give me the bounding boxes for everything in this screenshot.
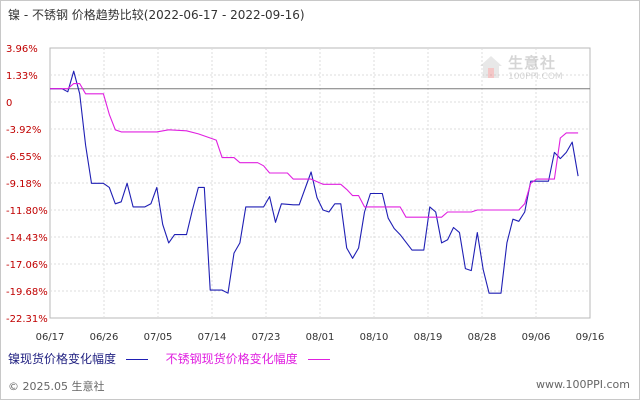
legend-swatch-nickel [125, 359, 148, 360]
chart-legend: 镍现货价格变化幅度 不锈钢现货价格变化幅度 [8, 350, 344, 367]
footer-site-link[interactable]: www.100PPI.com [536, 378, 630, 391]
x-axis-tick-labels: 06/17 06/26 07/05 07/14 07/23 08/01 08/10 08/19… [36, 332, 605, 343]
y-tick-label: -22.31% [6, 314, 48, 325]
y-tick-label: -11.80% [6, 206, 48, 217]
legend-item-nickel: 镍现货价格变化幅度 [8, 350, 148, 367]
y-tick-label: -17.06% [6, 260, 48, 271]
y-tick-label: -9.18% [6, 179, 41, 190]
x-tick-label: 07/23 [252, 332, 281, 343]
x-tick-label: 07/05 [144, 332, 173, 343]
y-tick-label: -19.68% [6, 287, 48, 298]
x-tick-label: 08/28 [468, 332, 497, 343]
x-tick-label: 08/01 [306, 332, 335, 343]
y-tick-label: -6.55% [6, 152, 41, 163]
y-tick-label: -3.92% [6, 125, 41, 136]
y-tick-label: 0 [6, 98, 12, 109]
x-tick-label: 07/14 [198, 332, 227, 343]
footer-copyright: © 2025.05 生意社 [8, 380, 105, 393]
y-tick-label: -14.43% [6, 233, 48, 244]
y-axis-tick-labels: 3.96% 1.33% 0 -3.92% -6.55% -9.18% -11.80% -14.… [6, 44, 48, 325]
x-tick-label: 06/26 [90, 332, 119, 343]
series-layer [50, 70, 579, 294]
y-tick-label: 3.96% [6, 44, 38, 55]
legend-item-stainless: 不锈钢现货价格变化幅度 [166, 350, 330, 367]
x-tick-label: 09/16 [576, 332, 605, 343]
legend-label-nickel: 镍现货价格变化幅度 [8, 352, 117, 366]
chart-title: 镍 - 不锈钢 价格趋势比较(2022-06-17 - 2022-09-16) [8, 8, 305, 22]
x-tick-label: 08/10 [360, 332, 389, 343]
x-tick-label: 06/17 [36, 332, 65, 343]
x-tick-label: 08/19 [414, 332, 443, 343]
nickel-series-line [50, 70, 579, 294]
stainless-series-line [50, 83, 579, 218]
x-tick-label: 09/06 [522, 332, 551, 343]
y-tick-label: 1.33% [6, 71, 38, 82]
legend-swatch-stainless [307, 359, 330, 360]
legend-label-stainless: 不锈钢现货价格变化幅度 [165, 352, 298, 366]
